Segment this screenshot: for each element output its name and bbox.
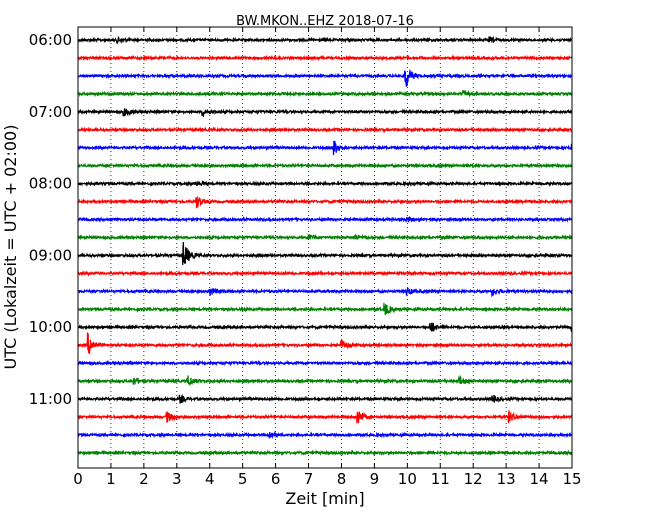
x-tick-label: 0 bbox=[73, 470, 83, 488]
y-axis-label: UTC (Lokalzeit = UTC + 02:00) bbox=[1, 125, 20, 370]
x-tick-label: 15 bbox=[562, 470, 581, 488]
x-tick-label: 5 bbox=[238, 470, 248, 488]
trace-1130 bbox=[77, 430, 573, 440]
trace-0945 bbox=[77, 302, 573, 316]
x-tick-label: 13 bbox=[497, 470, 516, 488]
x-tick-label: 4 bbox=[205, 470, 215, 488]
x-tick-label: 11 bbox=[431, 470, 450, 488]
x-tick-label: 1 bbox=[106, 470, 116, 488]
x-tick-label: 9 bbox=[370, 470, 380, 488]
trace-1115 bbox=[77, 410, 573, 424]
trace-1045 bbox=[77, 374, 573, 386]
y-axis: 06:00 07:00 08:00 09:00 10:00 11:00 bbox=[29, 31, 572, 408]
x-axis-label: Zeit [min] bbox=[285, 489, 364, 508]
x-axis: 0 1 2 3 4 5 6 7 8 9 10 11 12 13 14 15 bbox=[73, 27, 582, 488]
trace-0730 bbox=[77, 140, 573, 156]
plot-frame bbox=[77, 26, 573, 469]
y-tick-label: 09:00 bbox=[29, 246, 72, 264]
trace-0800 bbox=[77, 179, 573, 187]
trace-0745 bbox=[77, 162, 573, 170]
trace-0630 bbox=[77, 69, 573, 87]
trace-1145 bbox=[77, 449, 573, 457]
trace-1030 bbox=[77, 359, 573, 367]
y-tick-label: 11:00 bbox=[29, 390, 72, 408]
x-tick-label: 2 bbox=[139, 470, 149, 488]
x-tick-label: 3 bbox=[172, 470, 182, 488]
trace-0700 bbox=[77, 108, 573, 118]
y-tick-label: 07:00 bbox=[29, 103, 72, 121]
x-tick-label: 8 bbox=[337, 470, 347, 488]
y-tick-label: 08:00 bbox=[29, 175, 72, 193]
trace-0815 bbox=[77, 195, 573, 209]
x-tick-label: 7 bbox=[304, 470, 314, 488]
x-tick-label: 6 bbox=[271, 470, 281, 488]
trace-0915 bbox=[77, 269, 573, 277]
trace-0830 bbox=[77, 216, 573, 223]
y-tick-label: 06:00 bbox=[29, 31, 72, 49]
trace-0845 bbox=[77, 233, 573, 241]
traces bbox=[77, 35, 573, 457]
trace-0615 bbox=[77, 54, 573, 62]
x-tick-label: 14 bbox=[530, 470, 549, 488]
x-tick-label: 12 bbox=[464, 470, 483, 488]
x-tick-label: 10 bbox=[398, 470, 417, 488]
y-tick-label: 10:00 bbox=[29, 318, 72, 336]
grid-lines bbox=[110, 27, 540, 468]
trace-0645 bbox=[77, 89, 573, 98]
chart-title: BW.MKON..EHZ 2018-07-16 bbox=[236, 14, 414, 29]
trace-0600 bbox=[77, 35, 573, 45]
trace-0715 bbox=[77, 126, 573, 134]
trace-1100 bbox=[77, 394, 573, 404]
trace-1000 bbox=[77, 322, 573, 333]
trace-1015 bbox=[77, 332, 573, 354]
trace-0930 bbox=[77, 287, 573, 298]
trace-0900 bbox=[77, 241, 573, 265]
